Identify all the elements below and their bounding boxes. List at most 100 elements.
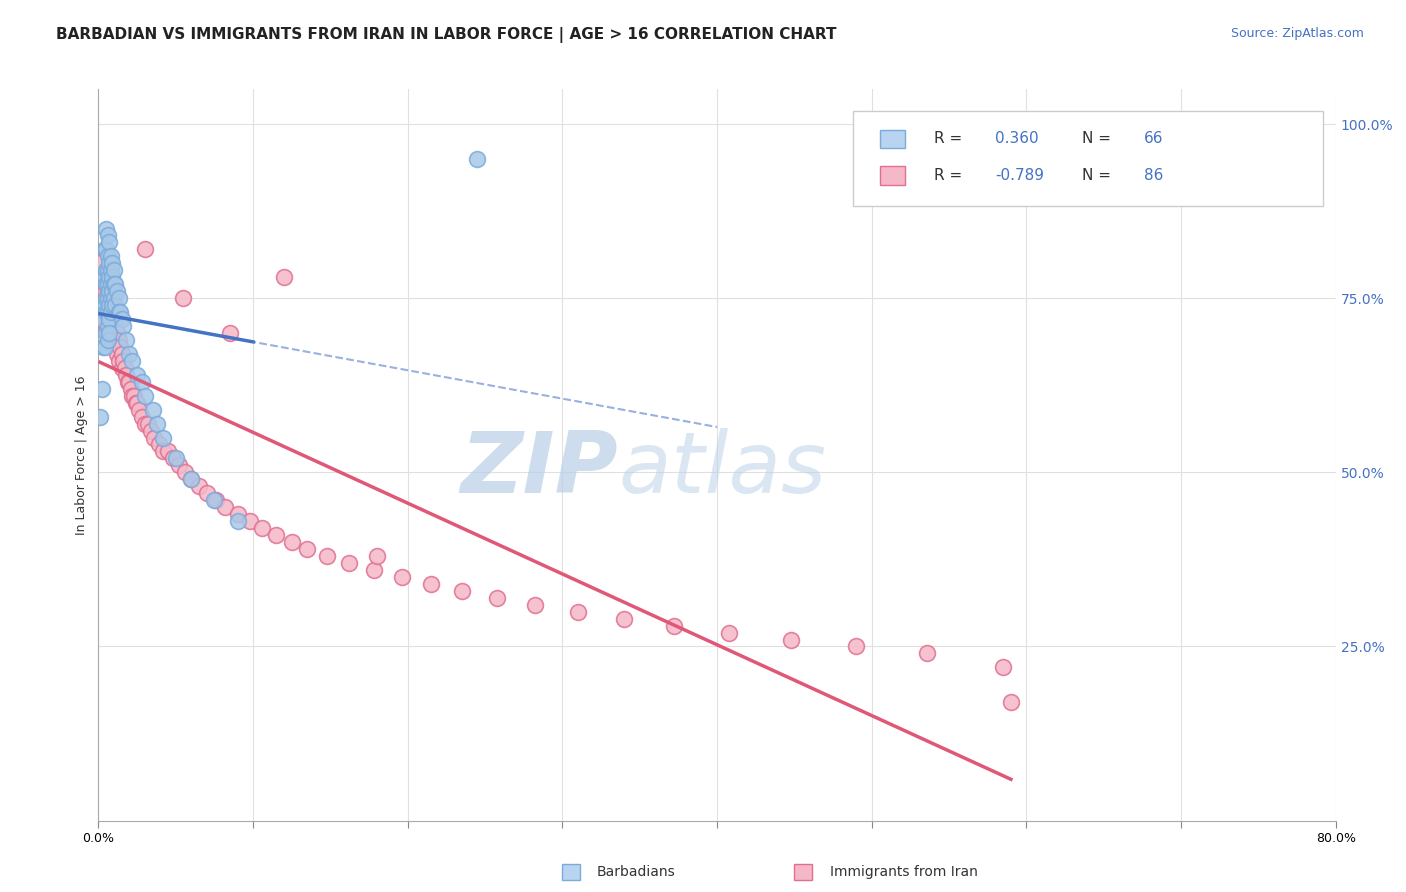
Text: R =: R = — [934, 131, 967, 146]
Point — [105, 326, 128, 340]
Point — [101, 270, 124, 285]
Point — [96, 298, 118, 312]
Point — [103, 312, 125, 326]
Point — [419, 576, 441, 591]
Point — [104, 277, 127, 292]
Point — [204, 493, 226, 508]
Point — [467, 152, 489, 166]
Point — [100, 277, 122, 292]
Point — [127, 368, 149, 382]
Point — [180, 472, 202, 486]
Point — [91, 270, 114, 285]
Point — [115, 368, 138, 382]
Point — [139, 424, 162, 438]
Point — [226, 514, 249, 528]
Point — [214, 500, 236, 515]
Point — [97, 284, 120, 298]
Point — [188, 479, 211, 493]
Point — [131, 409, 153, 424]
Point — [195, 486, 218, 500]
Point — [98, 256, 121, 270]
Point — [134, 243, 156, 257]
Point — [486, 591, 509, 605]
Point — [89, 409, 111, 424]
Point — [96, 319, 118, 334]
Point — [114, 360, 136, 375]
Point — [97, 249, 120, 263]
Point — [97, 305, 120, 319]
Point — [107, 333, 129, 347]
Point — [111, 360, 134, 375]
Point — [100, 305, 122, 319]
Point — [98, 333, 121, 347]
Point — [93, 298, 115, 312]
Point — [108, 305, 131, 319]
Point — [96, 221, 118, 235]
Point — [91, 270, 114, 285]
Point — [96, 326, 118, 340]
Point — [523, 598, 546, 612]
Point — [143, 430, 166, 444]
Point — [165, 451, 187, 466]
Text: 86: 86 — [1144, 168, 1163, 183]
Point — [134, 417, 156, 431]
Text: N =: N = — [1083, 168, 1116, 183]
Point — [104, 319, 127, 334]
Point — [107, 305, 129, 319]
Point — [146, 417, 169, 431]
Point — [281, 535, 304, 549]
Point — [1000, 695, 1022, 709]
Point — [101, 298, 124, 312]
Point — [93, 312, 115, 326]
Point — [90, 382, 112, 396]
Point — [97, 305, 120, 319]
Point — [122, 389, 145, 403]
Point — [112, 319, 135, 334]
Point — [91, 340, 114, 354]
Point — [100, 319, 122, 334]
FancyBboxPatch shape — [880, 130, 905, 148]
Text: Source: ZipAtlas.com: Source: ZipAtlas.com — [1230, 27, 1364, 40]
Point — [266, 528, 288, 542]
Text: ZIP: ZIP — [460, 428, 619, 511]
Point — [89, 256, 111, 270]
Point — [96, 291, 118, 305]
Point — [98, 326, 121, 340]
Point — [120, 382, 142, 396]
Point — [111, 312, 134, 326]
FancyBboxPatch shape — [880, 167, 905, 185]
Point — [131, 375, 153, 389]
Point — [391, 570, 413, 584]
Point — [98, 298, 121, 312]
Point — [152, 430, 174, 444]
Point — [105, 347, 128, 361]
Point — [118, 347, 141, 361]
Point — [96, 243, 118, 257]
Point — [91, 305, 114, 319]
Point — [162, 451, 184, 466]
Point — [90, 312, 112, 326]
Point — [662, 618, 685, 632]
Point — [157, 444, 180, 458]
Point — [917, 647, 939, 661]
Point — [98, 270, 121, 285]
Point — [316, 549, 339, 563]
Point — [134, 389, 156, 403]
Text: R =: R = — [934, 168, 967, 183]
Point — [93, 243, 115, 257]
Point — [103, 277, 125, 292]
Point — [97, 263, 120, 277]
Point — [101, 284, 124, 298]
Point — [127, 395, 149, 409]
Point — [121, 354, 143, 368]
Point — [205, 493, 228, 508]
Point — [136, 417, 159, 431]
Point — [112, 354, 135, 368]
Point — [93, 284, 115, 298]
Point — [97, 291, 120, 305]
Point — [97, 228, 120, 243]
Point — [174, 466, 197, 480]
Point — [167, 458, 190, 473]
Point — [117, 375, 139, 389]
Point — [101, 256, 124, 270]
